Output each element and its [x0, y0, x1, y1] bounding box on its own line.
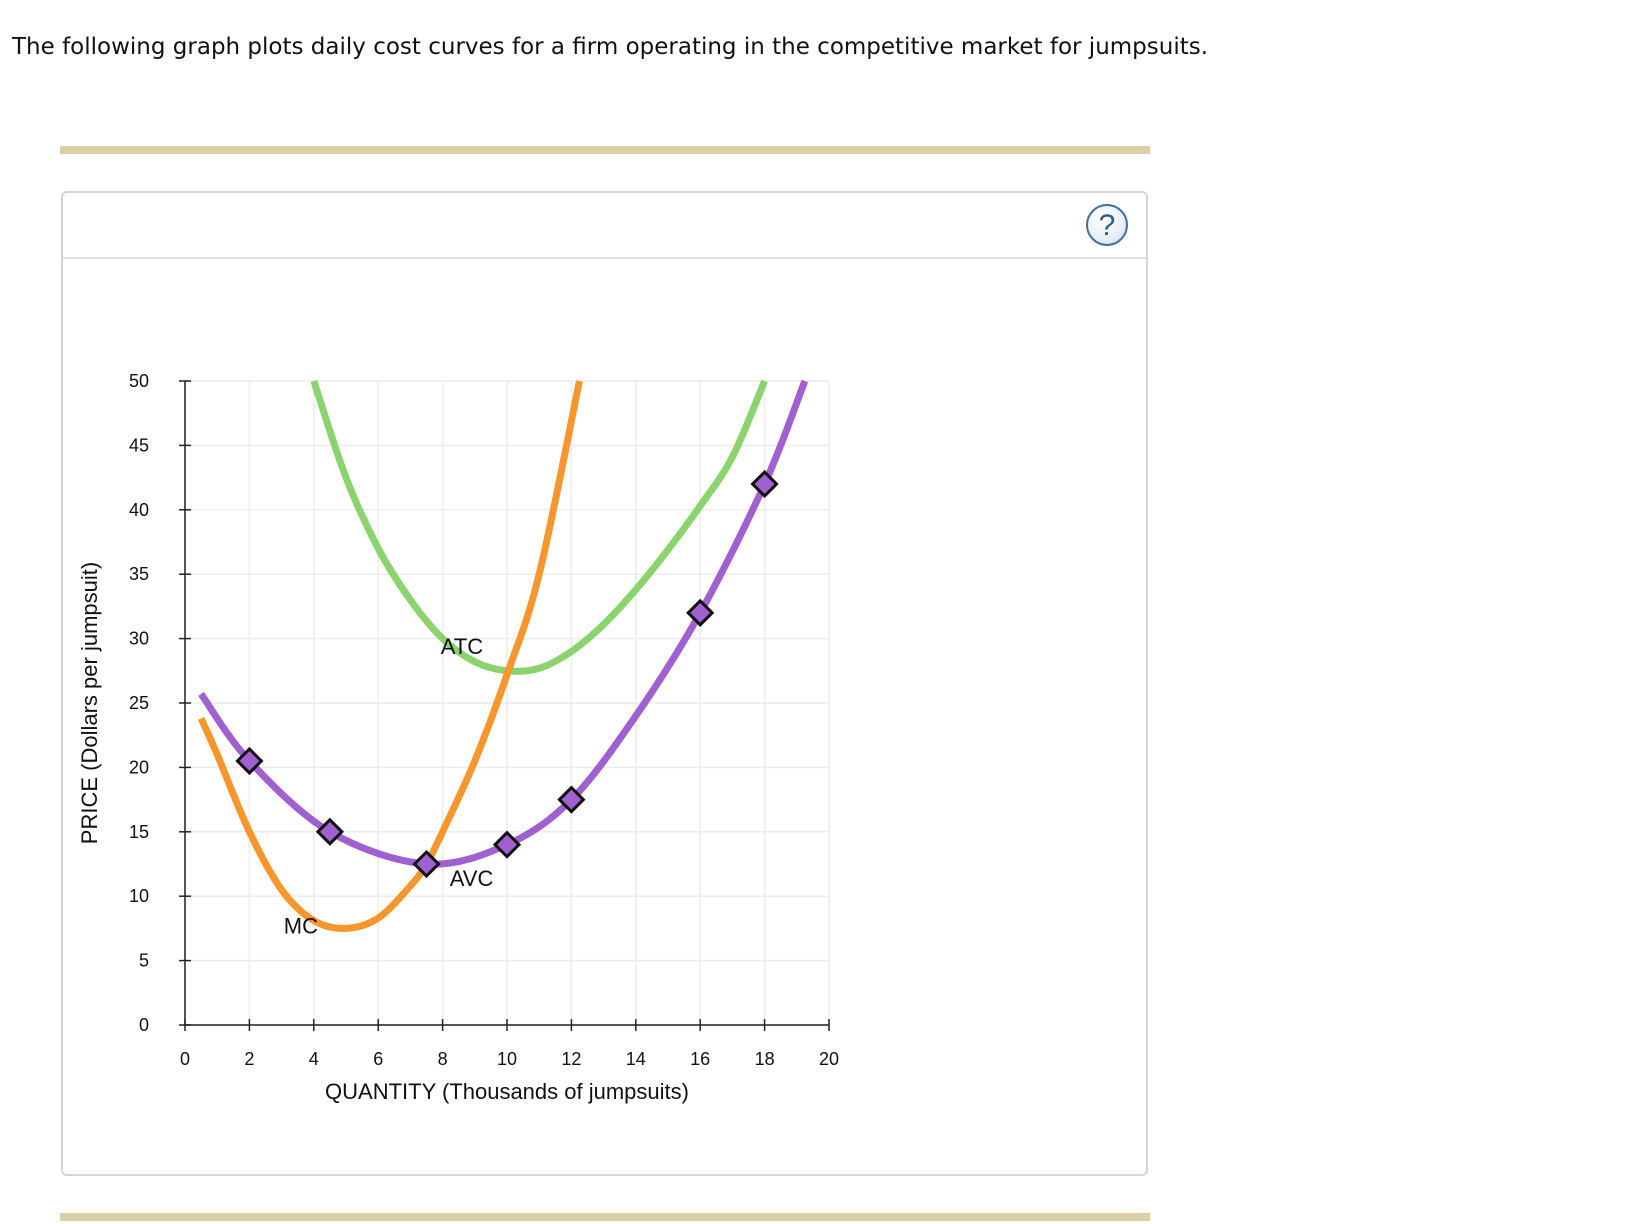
help-icon: ? — [1098, 209, 1116, 242]
avc-point-marker[interactable] — [412, 849, 441, 879]
y-tick-label: 50 — [129, 371, 149, 391]
x-tick-label: 14 — [626, 1049, 646, 1069]
y-tick-label: 30 — [129, 629, 149, 649]
y-tick-label: 0 — [139, 1015, 149, 1035]
y-tick-label: 25 — [129, 693, 149, 713]
y-tick-label: 15 — [129, 822, 149, 842]
curve-labels: ATC MC AVC — [284, 634, 494, 938]
panel-header: ? — [63, 193, 1146, 259]
y-tick-label: 40 — [129, 500, 149, 520]
avc-point-marker[interactable] — [235, 746, 264, 776]
avc-point-marker[interactable] — [686, 598, 715, 627]
avc-curve — [198, 379, 809, 868]
y-axis-title: PRICE (Dollars per jumpsuit) — [77, 562, 102, 844]
x-axis-title: QUANTITY (Thousands of jumpsuits) — [325, 1079, 689, 1104]
x-tick-label: 0 — [180, 1049, 190, 1069]
avc-point-marker[interactable] — [492, 830, 522, 859]
y-tick-label: 5 — [139, 951, 149, 971]
x-tick-label: 12 — [561, 1049, 581, 1069]
avc-label: AVC — [450, 866, 494, 891]
x-tick-label: 2 — [244, 1049, 254, 1069]
avc-point-marker[interactable] — [750, 469, 779, 499]
mc-label: MC — [284, 914, 318, 939]
bottom-divider — [60, 1213, 1150, 1221]
avc-point-marker[interactable] — [557, 785, 586, 814]
mc-curve — [197, 380, 583, 932]
grid — [184, 380, 830, 1026]
x-tick-label: 8 — [438, 1049, 448, 1069]
y-tick-label: 35 — [129, 564, 149, 584]
x-tick-label: 20 — [819, 1049, 839, 1069]
x-tick-label: 10 — [497, 1049, 517, 1069]
avc-point-marker[interactable] — [315, 817, 345, 846]
x-tick-label: 16 — [690, 1049, 710, 1069]
atc-label: ATC — [441, 634, 483, 659]
x-tick-label: 6 — [373, 1049, 383, 1069]
avc-markers — [235, 469, 779, 879]
intro-text: The following graph plots daily cost cur… — [12, 34, 1209, 60]
x-tick-label: 18 — [755, 1049, 775, 1069]
help-button[interactable]: ? — [1086, 204, 1128, 246]
y-tick-label: 20 — [129, 757, 149, 777]
y-tick-label: 10 — [129, 886, 149, 906]
axes: 0 2 4 6 8 10 12 14 16 18 20 0 5 10 15 20 25 30 35 40 45 50 — [129, 371, 839, 1069]
atc-curve — [310, 379, 768, 675]
top-divider — [60, 146, 1150, 154]
y-tick-label: 45 — [129, 435, 149, 455]
cost-curves-chart: 0 2 4 6 8 10 12 14 16 18 20 0 5 10 15 20 25 30 35 40 45 50 AT… — [77, 371, 839, 1104]
curves — [197, 379, 809, 932]
x-tick-label: 4 — [309, 1049, 319, 1069]
graph-panel: ? 0 2 4 6 8 10 12 14 16 18 20 0 5 10 15 20 25 30 35 40 45 50 … — [61, 191, 1148, 1176]
